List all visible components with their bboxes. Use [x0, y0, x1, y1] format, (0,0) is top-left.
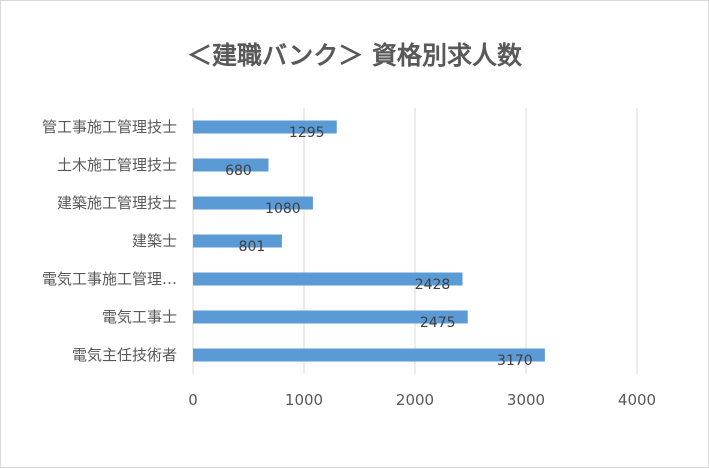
bar: [193, 120, 337, 134]
x-tick-label: 2000: [396, 391, 434, 409]
data-label: 2475: [420, 315, 456, 331]
data-label: 1080: [265, 201, 301, 217]
x-tick-label: 4000: [618, 391, 656, 409]
x-tick-label: 0: [188, 391, 198, 409]
data-label: 680: [225, 163, 252, 179]
category-label: 電気工事施工管理…: [42, 270, 177, 288]
data-label: 2428: [415, 277, 451, 293]
data-label: 801: [239, 239, 266, 255]
category-label: 電気主任技術者: [72, 346, 177, 364]
category-label: 電気工事士: [102, 308, 177, 326]
data-label: 1295: [289, 125, 325, 141]
category-label: 建築施工管理技士: [57, 194, 177, 212]
data-label: 3170: [497, 353, 533, 369]
category-label: 管工事施工管理技士: [42, 118, 177, 136]
bar: [193, 348, 545, 362]
x-tick-label: 3000: [507, 391, 545, 409]
bar: [193, 272, 463, 286]
category-label: 土木施工管理技士: [57, 156, 177, 174]
bar: [193, 158, 269, 172]
x-tick-label: 1000: [285, 391, 323, 409]
chart-title: ＜建職バンク＞ 資格別求人数: [187, 41, 522, 70]
bar: [193, 196, 313, 210]
bar: [193, 234, 282, 248]
category-label: 建築士: [132, 232, 177, 250]
bar: [193, 310, 468, 324]
